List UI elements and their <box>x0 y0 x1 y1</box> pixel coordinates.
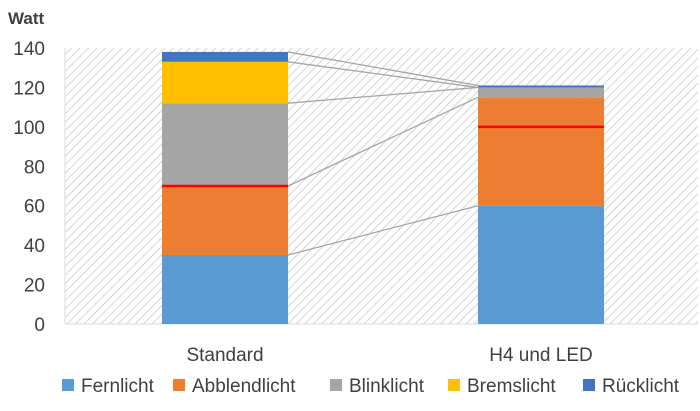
legend-label: Fernlicht <box>81 376 155 397</box>
bar-segment <box>478 85 604 88</box>
y-axis-tick-labels: 0 20 40 60 80 100 120 140 <box>13 39 45 336</box>
legend-label: Abblendlicht <box>192 376 296 397</box>
category-labels: Standard H4 und LED <box>186 345 592 366</box>
category-label: Standard <box>186 345 263 366</box>
series-connector-line <box>287 96 479 187</box>
legend-label: Rücklicht <box>602 376 680 397</box>
legend-label: Blinklicht <box>349 376 425 397</box>
legend-swatch <box>448 379 460 391</box>
legend-label: Bremslicht <box>467 376 556 397</box>
bar-segment <box>162 61 288 104</box>
bar-segment <box>478 87 604 98</box>
bar-segment <box>478 205 604 324</box>
bar-segment <box>162 103 288 186</box>
series-connector-lines <box>287 51 479 256</box>
bar-segment <box>162 51 288 62</box>
category-label: H4 und LED <box>489 345 593 366</box>
bar-segment <box>478 97 604 206</box>
series-connector-line <box>287 51 479 87</box>
y-tick-label: 40 <box>24 236 45 257</box>
y-tick-label: 100 <box>13 118 45 139</box>
y-tick-label: 20 <box>24 276 45 297</box>
y-tick-label: 80 <box>24 157 45 178</box>
marker-lines <box>162 125 604 188</box>
y-tick-label: 140 <box>13 39 45 60</box>
series-connector-line <box>287 205 479 256</box>
series-connector-line <box>287 86 479 104</box>
legend-swatch <box>173 379 185 391</box>
bar-segments <box>162 51 604 324</box>
y-axis-unit-label: Watt <box>8 9 45 28</box>
bar-segment <box>162 186 288 255</box>
y-tick-label: 120 <box>13 78 45 99</box>
legend-swatch <box>62 379 74 391</box>
y-tick-label: 60 <box>24 197 45 218</box>
bar-segment <box>162 255 288 324</box>
legend-swatch <box>583 379 595 391</box>
series-connector-line <box>287 61 479 89</box>
legend-swatch <box>330 379 342 391</box>
legend: Fernlicht Abblendlicht Blinklicht Bremslich… <box>62 376 680 397</box>
y-tick-label: 0 <box>34 315 45 336</box>
